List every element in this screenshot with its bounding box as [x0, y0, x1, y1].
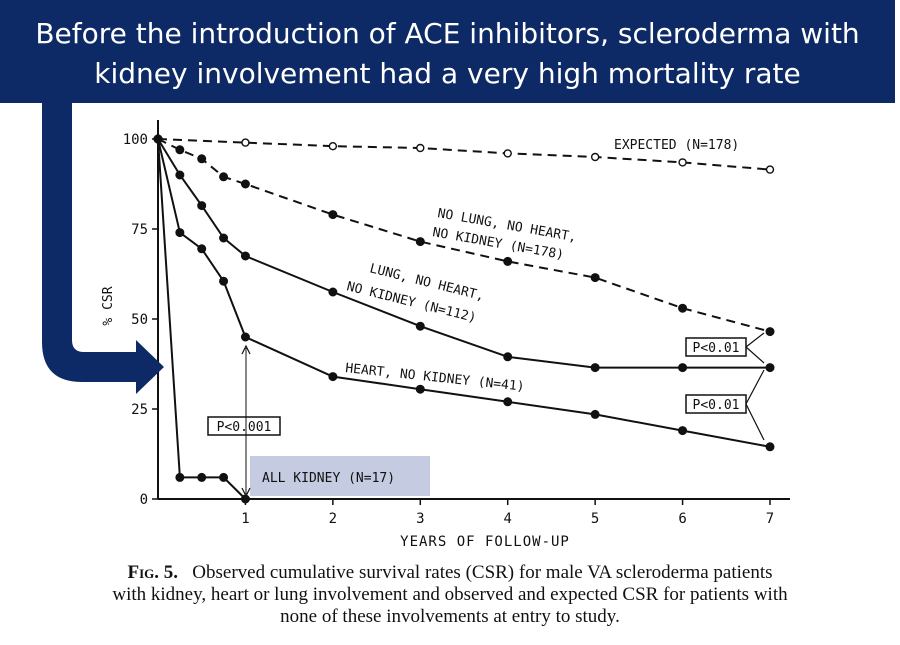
series-point [240, 179, 250, 189]
series-point [416, 143, 425, 153]
p-kidney-arrowhead-top [241, 344, 251, 355]
p-kidney-box [207, 416, 281, 436]
x-tick-label: 6 [678, 511, 686, 527]
x-axis-label: YEARS OF FOLLOW-UP [400, 534, 570, 550]
series-point [175, 170, 185, 180]
caption-line-1: Fig. 5. Observed cumulative survival rat… [0, 562, 900, 584]
x-tick-label: 7 [766, 511, 774, 527]
series-point [175, 145, 185, 155]
series-point [678, 363, 688, 373]
banner-line-2: kidney involvement had a very high morta… [94, 57, 801, 90]
series-point [240, 251, 250, 261]
series-point [503, 352, 513, 362]
label-expected: EXPECTED (N=178) [614, 138, 739, 153]
series-point [415, 237, 425, 247]
survival-chart: 0 25 50 75 100 1 2 3 4 5 6 7 % CSR YEARS OF FOLLOW… [42, 103, 790, 550]
p-lower-label: P<0.01 [693, 398, 740, 413]
series-point [765, 165, 775, 174]
series-point [197, 154, 207, 164]
banner-line-1: Before the introduction of ACE inhibitor… [35, 17, 860, 50]
series-point [765, 363, 775, 373]
figure-caption: Fig. 5. Observed cumulative survival rat… [0, 562, 900, 628]
series-point [328, 210, 338, 220]
y-tick-label: 25 [131, 402, 148, 418]
caption-line-3: none of these involvements at entry to s… [280, 606, 620, 627]
series-point [415, 384, 425, 394]
series-point [328, 372, 338, 382]
series-point [241, 138, 250, 147]
label-heart: HEART, NO KIDNEY (N=41) [345, 361, 526, 395]
series-point [240, 332, 250, 342]
p-upper-bracket [745, 332, 765, 364]
series-point [765, 442, 775, 452]
series-point [197, 472, 207, 482]
p-kidney-label: P<0.001 [217, 420, 272, 435]
series-point [175, 228, 185, 238]
p-upper-label: P<0.01 [693, 341, 740, 356]
series-point [590, 152, 600, 162]
y-axis-label: % CSR [101, 286, 116, 325]
x-tick-group: 1 2 3 4 5 6 7 [241, 499, 774, 527]
x-tick-label: 2 [329, 511, 337, 527]
series-point [175, 472, 185, 482]
p-kidney-arrowhead-bottom [241, 487, 251, 498]
series-point [678, 158, 687, 167]
series-point [678, 303, 688, 313]
series-point [240, 494, 250, 504]
series-point [328, 287, 338, 297]
series-point [219, 276, 229, 286]
x-tick-label: 4 [503, 511, 511, 527]
y-tick-label: 50 [131, 312, 148, 328]
series-point [415, 321, 425, 331]
y-tick-label: 100 [123, 132, 148, 148]
series-point [219, 172, 229, 182]
y-tick-label: 0 [140, 492, 148, 508]
series-point [678, 426, 688, 436]
series-point [197, 244, 207, 254]
series-point [590, 273, 600, 283]
highlight-arrow [42, 103, 164, 394]
label-all-kidney: ALL KIDNEY (N=17) [262, 471, 395, 486]
series-point [219, 472, 229, 482]
series-point [503, 149, 512, 158]
caption-fig-label: Fig. 5. [127, 562, 179, 583]
y-tick-label: 75 [131, 222, 148, 238]
kidney-highlight [250, 456, 430, 496]
x-tick-label: 1 [241, 511, 249, 527]
series-line [157, 138, 771, 171]
caption-line-2: with kidney, heart or lung involvement a… [112, 584, 788, 605]
series-point [590, 363, 600, 373]
series-layer [153, 134, 775, 504]
series-point [197, 201, 207, 211]
series-point [503, 256, 513, 266]
series-point [590, 409, 600, 419]
series-point [328, 141, 338, 151]
series-point [765, 327, 775, 337]
caption-line-1-text: Observed cumulative survival rates (CSR)… [192, 562, 773, 583]
title-banner: Before the introduction of ACE inhibitor… [0, 0, 895, 103]
x-tick-label: 5 [591, 511, 599, 527]
y-tick-group: 0 25 50 75 100 [123, 132, 158, 508]
series-point [153, 134, 163, 144]
series-point [503, 397, 513, 407]
series-line [157, 138, 770, 369]
series-point [219, 233, 229, 243]
p-lower-bracket [745, 369, 765, 441]
x-tick-label: 3 [416, 511, 424, 527]
